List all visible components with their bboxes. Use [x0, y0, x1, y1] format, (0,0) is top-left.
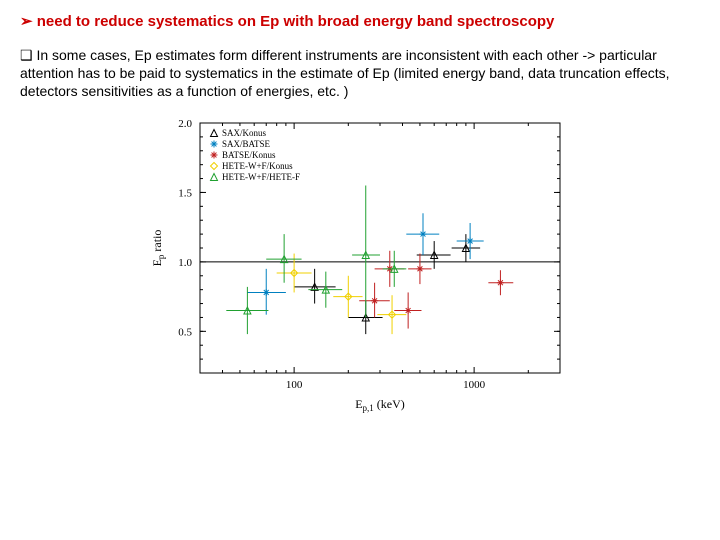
body-paragraph: ❑ In some cases, Ep estimates form diffe… — [20, 46, 700, 101]
svg-text:100: 100 — [286, 379, 303, 391]
heading: ➢ need to reduce systematics on Ep with … — [20, 12, 700, 32]
body-box-glyph: ❑ — [20, 47, 33, 63]
ep-ratio-scatter-chart: 0.5 1.0 1.5 2.0 100 1000 Ep,1 (keV) Ep ratio SAX… — [145, 108, 575, 418]
svg-text:SAX/BATSE: SAX/BATSE — [222, 139, 271, 149]
heading-text: need to reduce systematics on Ep with br… — [37, 13, 555, 30]
svg-text:SAX/Konus: SAX/Konus — [222, 128, 267, 138]
svg-text:BATSE/Konus: BATSE/Konus — [222, 150, 276, 160]
svg-text:1.0: 1.0 — [178, 257, 192, 269]
svg-text:2.0: 2.0 — [178, 118, 192, 130]
svg-text:1.5: 1.5 — [178, 188, 192, 200]
body-text: In some cases, Ep estimates form differe… — [20, 47, 670, 99]
svg-text:Ep ratio: Ep ratio — [150, 230, 166, 267]
heading-arrow: ➢ — [20, 13, 33, 30]
svg-text:0.5: 0.5 — [178, 326, 192, 338]
chart-container: 0.5 1.0 1.5 2.0 100 1000 Ep,1 (keV) Ep ratio SAX… — [20, 108, 700, 423]
svg-text:HETE-W+F/HETE-F: HETE-W+F/HETE-F — [222, 172, 300, 182]
svg-text:Ep,1 (keV): Ep,1 (keV) — [355, 397, 405, 413]
svg-text:1000: 1000 — [463, 379, 486, 391]
svg-text:HETE-W+F/Konus: HETE-W+F/Konus — [222, 161, 293, 171]
